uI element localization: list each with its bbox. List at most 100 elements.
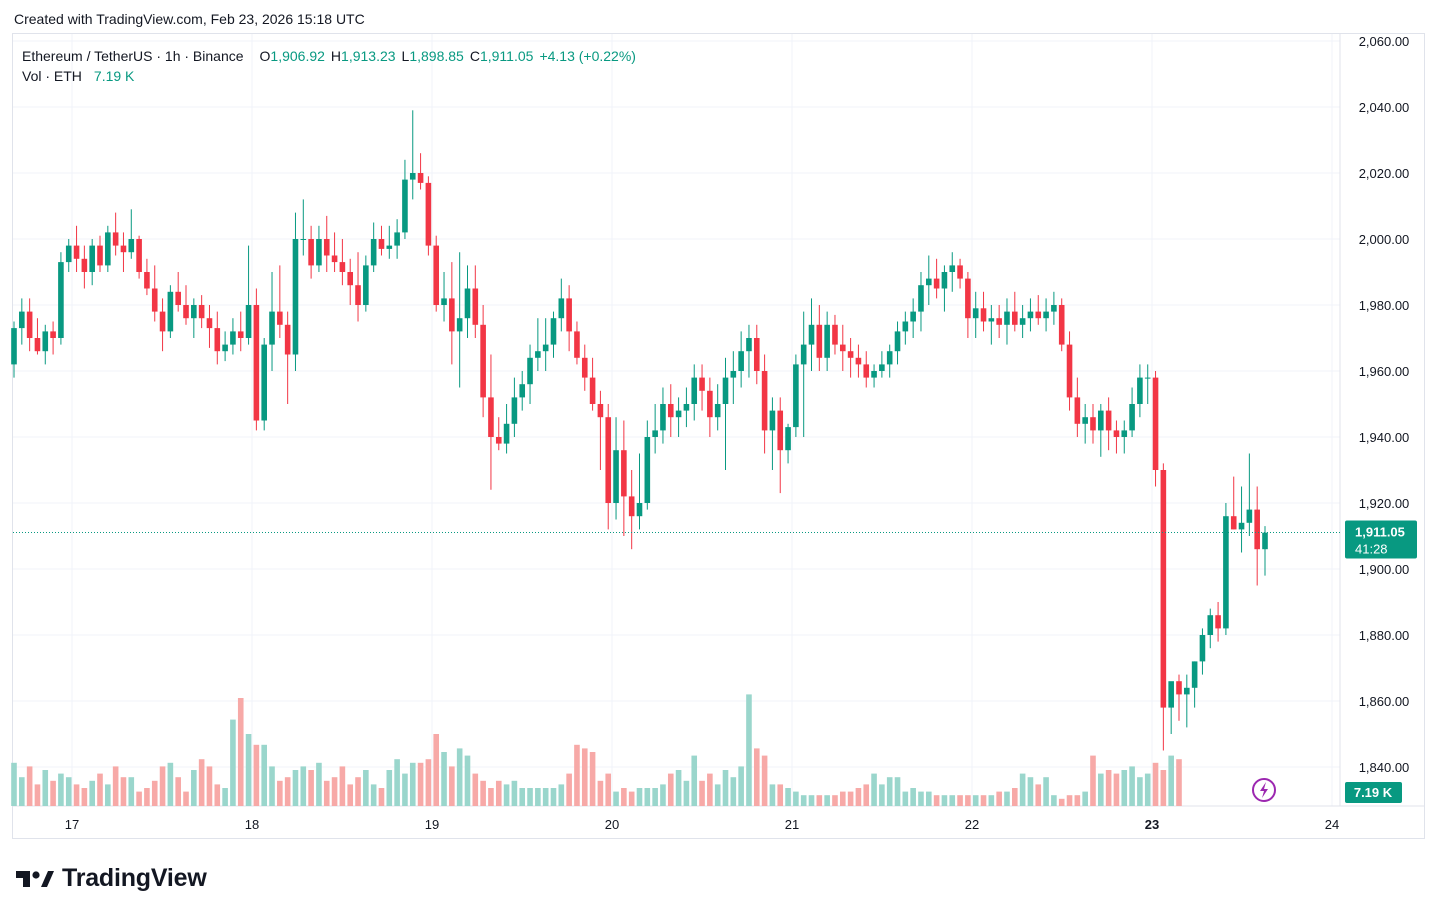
candle-body [777, 410, 784, 451]
candle-body [394, 232, 400, 246]
price-badge-value: 1,911.05 [1355, 525, 1405, 540]
candle-body [1144, 377, 1151, 379]
volume-bar [871, 773, 877, 806]
candle-body [957, 265, 963, 279]
volume-bar [292, 770, 299, 806]
volume-bar [65, 777, 72, 806]
volume-bar [237, 698, 244, 806]
volume-bar [1137, 777, 1143, 806]
candle-body [464, 288, 471, 319]
candle-body [519, 384, 526, 398]
volume-bar [933, 795, 940, 806]
volume-bar [519, 788, 526, 806]
candle-body [456, 318, 463, 332]
volume-bar [527, 788, 533, 806]
volume-bar [58, 773, 64, 806]
volume-bar [128, 777, 135, 806]
volume-bar [785, 788, 791, 806]
candle-body [941, 272, 948, 289]
candle-body [535, 351, 541, 358]
volume-bar [151, 780, 158, 806]
volume-bar [50, 780, 56, 806]
volume-bar [230, 719, 236, 806]
volume-bar [323, 780, 330, 806]
volume-bar [167, 762, 174, 806]
candle-body [269, 311, 275, 345]
candle-body [1019, 318, 1026, 325]
candle-body [1066, 344, 1073, 398]
volume-bar [316, 762, 322, 806]
price-badge [1345, 520, 1417, 559]
lightning-bolt-icon [1260, 782, 1268, 798]
volume-bar [409, 762, 416, 806]
candle-body [793, 364, 799, 428]
candle-body [222, 344, 228, 352]
candle-body [589, 377, 596, 404]
volume-bar [183, 791, 189, 806]
volume-bar [738, 766, 744, 806]
volume-bar [894, 777, 901, 806]
candle-body [722, 377, 729, 404]
candle-body [933, 278, 940, 289]
candle-body [972, 308, 979, 319]
x-tick-label: 20 [605, 817, 619, 832]
candle-body [441, 298, 447, 305]
volume-bar [1121, 770, 1128, 806]
candle-body [863, 364, 870, 378]
chart-frame[interactable] [12, 33, 1425, 839]
volume-bar [331, 777, 338, 806]
volume-bar [550, 788, 557, 806]
candle-body [488, 397, 494, 437]
volume-bar [746, 694, 752, 806]
volume-bar [456, 748, 463, 806]
brand-name: TradingView [62, 864, 207, 892]
candle-body [1152, 377, 1159, 470]
x-tick-label: 19 [425, 817, 439, 832]
candle-body [112, 232, 119, 246]
volume-bar [472, 773, 479, 806]
volume-bar [144, 788, 150, 806]
volume-bar [214, 784, 221, 806]
volume-bar [1004, 791, 1010, 806]
symbol-label[interactable]: Ethereum / TetherUS · 1h · Binance [22, 48, 244, 64]
y-tick-label: 1,980.00 [1359, 298, 1410, 313]
candle-body [503, 423, 510, 444]
volume-bar [1051, 795, 1057, 806]
volume-bar [910, 788, 916, 806]
candle-body [691, 377, 698, 404]
candle-body [628, 496, 635, 517]
volume-badge-value: 7.19 K [1354, 785, 1393, 800]
candle-body [308, 239, 314, 266]
volume-bar [925, 791, 932, 806]
candle-body [574, 331, 580, 358]
volume-bar [503, 784, 510, 806]
candle-body [949, 265, 956, 272]
volume-bar [284, 777, 291, 806]
volume-bar [589, 752, 596, 806]
tradingview-brand[interactable]: TradingView [14, 864, 207, 893]
volume-label[interactable]: Vol · ETH [22, 68, 82, 84]
y-tick-label: 2,040.00 [1359, 100, 1410, 115]
volume-bar [800, 795, 807, 806]
volume-bar [1113, 773, 1120, 806]
volume-bar [886, 777, 893, 806]
x-tick-label: 21 [785, 817, 799, 832]
candle-body [644, 437, 651, 503]
candle-body [347, 272, 354, 286]
volume-bar [19, 777, 25, 806]
candle-body [558, 298, 565, 319]
volume-bar [652, 788, 658, 806]
volume-bar [300, 766, 307, 806]
candle-body [1012, 311, 1018, 325]
volume-bar [535, 788, 541, 806]
candle-body [816, 324, 823, 358]
volume-bar [769, 784, 776, 806]
change-value: +4.13 (+0.22%) [539, 48, 636, 64]
candle-body [402, 179, 408, 233]
volume-bar [753, 748, 760, 806]
volume-bar [621, 788, 627, 806]
volume-bar [394, 759, 400, 806]
volume-bar [1168, 755, 1174, 806]
y-tick-label: 1,940.00 [1359, 430, 1410, 445]
